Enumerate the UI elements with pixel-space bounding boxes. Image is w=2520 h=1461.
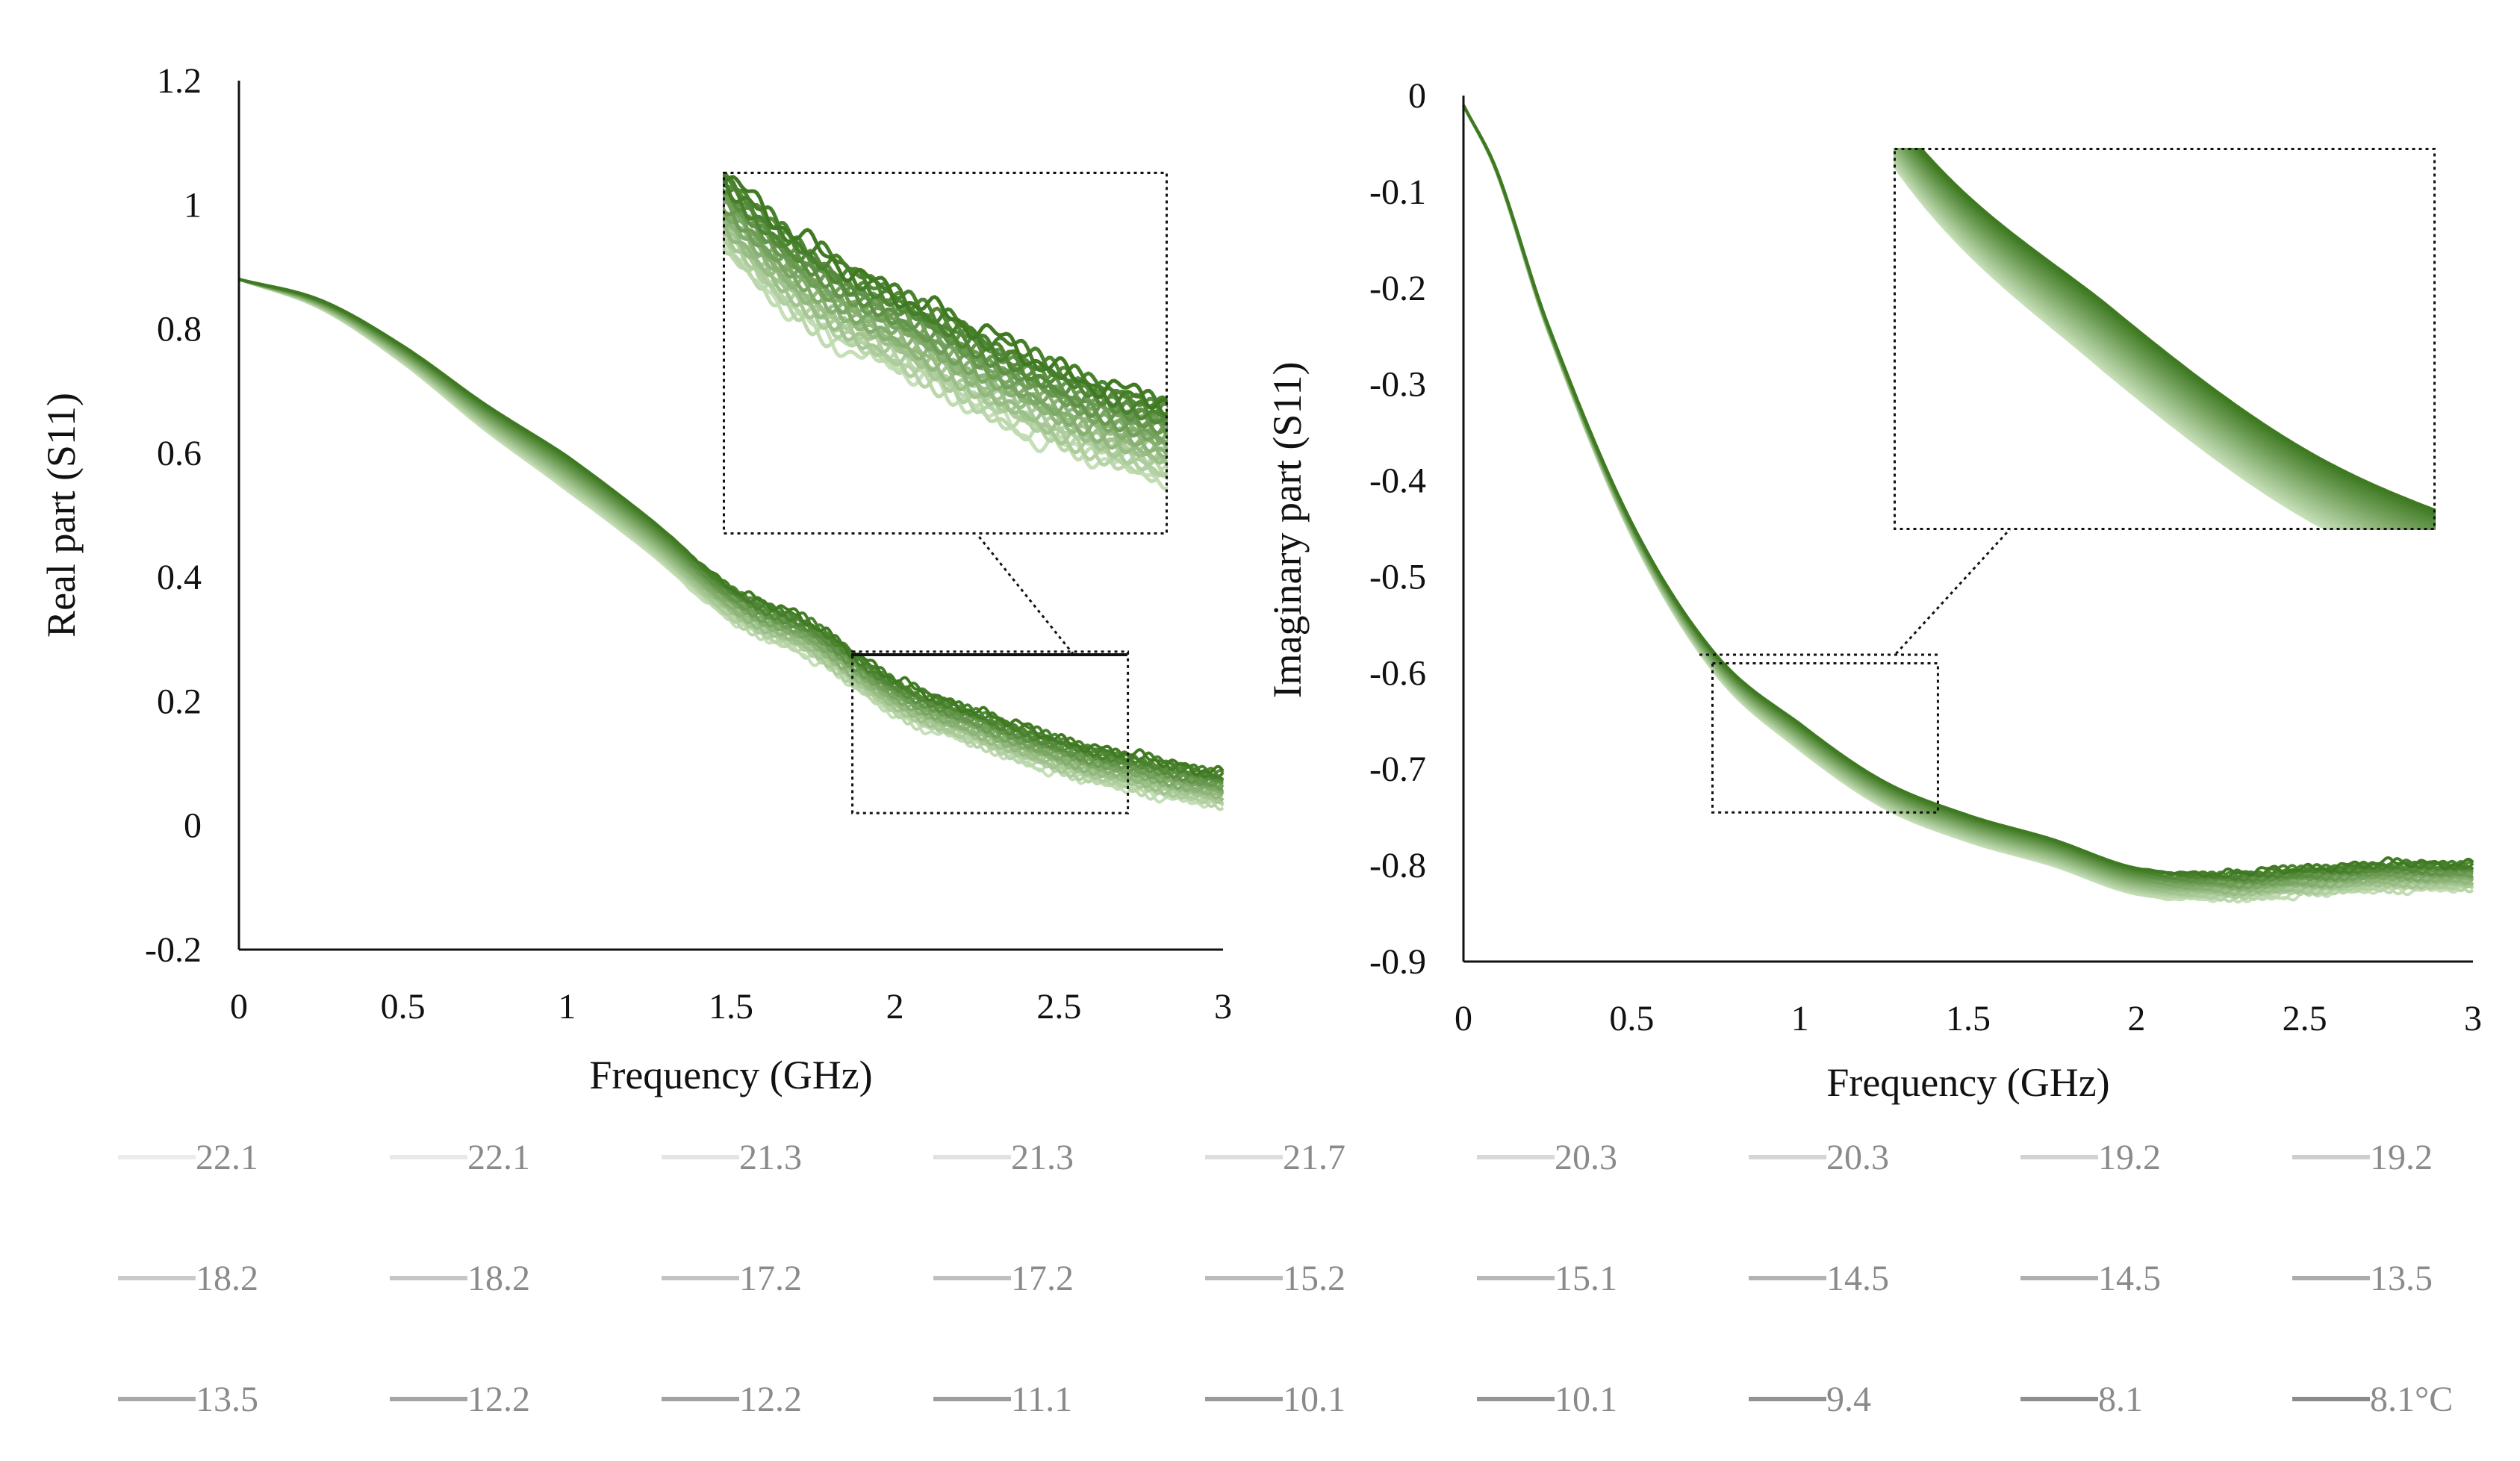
- legend-label: 13.5: [196, 1380, 258, 1419]
- imag-series-line: [1462, 104, 2474, 878]
- real-inset: [723, 172, 1168, 535]
- imag-x-tick-label: 0.5: [1609, 999, 1654, 1038]
- real-inset-series-line: [723, 216, 1168, 464]
- legend-label: 13.5: [2370, 1259, 2433, 1298]
- legend-label: 21.3: [739, 1138, 802, 1177]
- imag-x-tick-label: 1: [1791, 999, 1809, 1038]
- real-inset-series-line: [723, 187, 1168, 425]
- real-y-tick-label: 0.2: [157, 682, 202, 721]
- imag-x-tick-label: 1.5: [1946, 999, 1991, 1038]
- legend-label: 22.1: [467, 1138, 530, 1177]
- imag-inset: [1894, 148, 2436, 530]
- legend-label: 11.1: [1011, 1380, 1072, 1419]
- imag-x-axis-title: Frequency (GHz): [1826, 1060, 2109, 1105]
- legend-label: 17.2: [1011, 1259, 1074, 1298]
- imag-y-tick-label: -0.9: [1369, 942, 1426, 982]
- real-y-tick-label: 1.2: [157, 61, 202, 101]
- real-x-tick-label: 2: [886, 987, 904, 1027]
- real-inset-series-line: [723, 175, 1168, 411]
- imag-inset-connector: [1894, 521, 2017, 656]
- imaginary-part-series-group: [1462, 104, 2474, 904]
- imag-inset-series-group: [1894, 148, 2436, 530]
- imag-y-tick-label: -0.6: [1369, 653, 1426, 693]
- real-x-tick-label: 1.5: [709, 987, 753, 1027]
- legend-label: 19.2: [2370, 1138, 2433, 1177]
- real-series-line: [238, 278, 1225, 776]
- legend-label: 10.1: [1283, 1380, 1345, 1419]
- legend-label: 12.2: [467, 1380, 530, 1419]
- legend-label: 14.5: [1826, 1259, 1889, 1298]
- imag-inset-series-line: [1917, 148, 2436, 513]
- legend-label: 9.4: [1826, 1380, 1871, 1419]
- imag-y-tick-label: -0.7: [1369, 750, 1426, 789]
- legend-label: 17.2: [739, 1259, 802, 1298]
- real-zoom-region: [851, 650, 1130, 814]
- real-x-tick-label: 0: [230, 987, 248, 1027]
- legend-label: 15.2: [1283, 1259, 1345, 1298]
- real-y-tick-label: 0.8: [157, 310, 202, 349]
- real-y-tick-label: 1: [184, 185, 202, 225]
- legend-label: 21.3: [1011, 1138, 1074, 1177]
- real-x-axis-title: Frequency (GHz): [589, 1053, 872, 1097]
- real-part-series-group: [238, 278, 1225, 812]
- imag-y-tick-label: -0.1: [1369, 172, 1426, 212]
- legend-label: 10.1: [1555, 1380, 1617, 1419]
- real-y-tick-label: -0.2: [145, 930, 202, 970]
- temperature-legend: 22.1 22.1 21.3 21.3 21.7 20.3 20.3 19.2 19.2 18.2…: [118, 1138, 2453, 1419]
- real-x-tick-label: 0.5: [381, 987, 426, 1027]
- real-y-tick-label: 0.4: [157, 558, 202, 597]
- imag-x-tick-label: 0: [1455, 999, 1472, 1038]
- legend-label: 18.2: [196, 1259, 258, 1298]
- legend-label: 19.2: [2098, 1138, 2161, 1177]
- imag-y-tick-label: -0.8: [1369, 846, 1426, 885]
- legend-label: 14.5: [2098, 1259, 2161, 1298]
- imag-y-tick-label: -0.3: [1369, 365, 1426, 405]
- imag-y-tick-label: 0: [1408, 76, 1426, 116]
- legend-label: 20.3: [1555, 1138, 1617, 1177]
- real-inset-series-line: [723, 200, 1168, 446]
- real-y-tick-label: 0: [184, 806, 202, 846]
- imag-x-tick-label: 2.5: [2283, 999, 2327, 1038]
- legend-label: 18.2: [467, 1259, 530, 1298]
- imag-y-tick-label: -0.5: [1369, 557, 1426, 596]
- legend-label: 8.1°C: [2370, 1380, 2453, 1419]
- imag-x-tick-label: 3: [2464, 999, 2482, 1038]
- real-inset-connector: [969, 526, 1075, 655]
- imag-x-tick-label: 2: [2127, 999, 2145, 1038]
- real-y-tick-labels: -0.2 0 0.2 0.4 0.6 0.8 1 1.2: [145, 61, 202, 970]
- legend-label: 20.3: [1826, 1138, 1889, 1177]
- real-part-chart: -0.2 0 0.2 0.4 0.6 0.8 1 1.2 0 0.5 1 1.5 2 2.5 3 Freq…: [39, 61, 1232, 1097]
- real-y-tick-label: 0.6: [157, 434, 202, 473]
- legend-label: 8.1: [2098, 1380, 2143, 1419]
- real-x-tick-label: 2.5: [1036, 987, 1081, 1027]
- imag-y-tick-label: -0.4: [1369, 461, 1426, 501]
- imag-zoom-region: [1711, 661, 1939, 814]
- imag-y-tick-labels: 0 -0.1 -0.2 -0.3 -0.4 -0.5 -0.6 -0.7 -0.8 -0.9: [1369, 76, 1426, 982]
- imag-y-tick-label: -0.2: [1369, 269, 1426, 308]
- real-inset-series-group: [723, 172, 1168, 491]
- real-x-tick-label: 3: [1214, 987, 1232, 1027]
- legend-label: 21.7: [1283, 1138, 1345, 1177]
- real-y-axis-title: Real part (S11): [39, 393, 84, 638]
- legend-label: 15.1: [1555, 1259, 1617, 1298]
- real-x-tick-labels: 0 0.5 1 1.5 2 2.5 3: [230, 987, 1232, 1027]
- legend-label: 12.2: [739, 1380, 802, 1419]
- real-x-tick-label: 1: [558, 987, 576, 1027]
- imag-y-axis-title: Imaginary part (S11): [1265, 362, 1310, 699]
- imag-x-tick-labels: 0 0.5 1 1.5 2 2.5 3: [1455, 999, 2482, 1038]
- legend-label: 22.1: [196, 1138, 258, 1177]
